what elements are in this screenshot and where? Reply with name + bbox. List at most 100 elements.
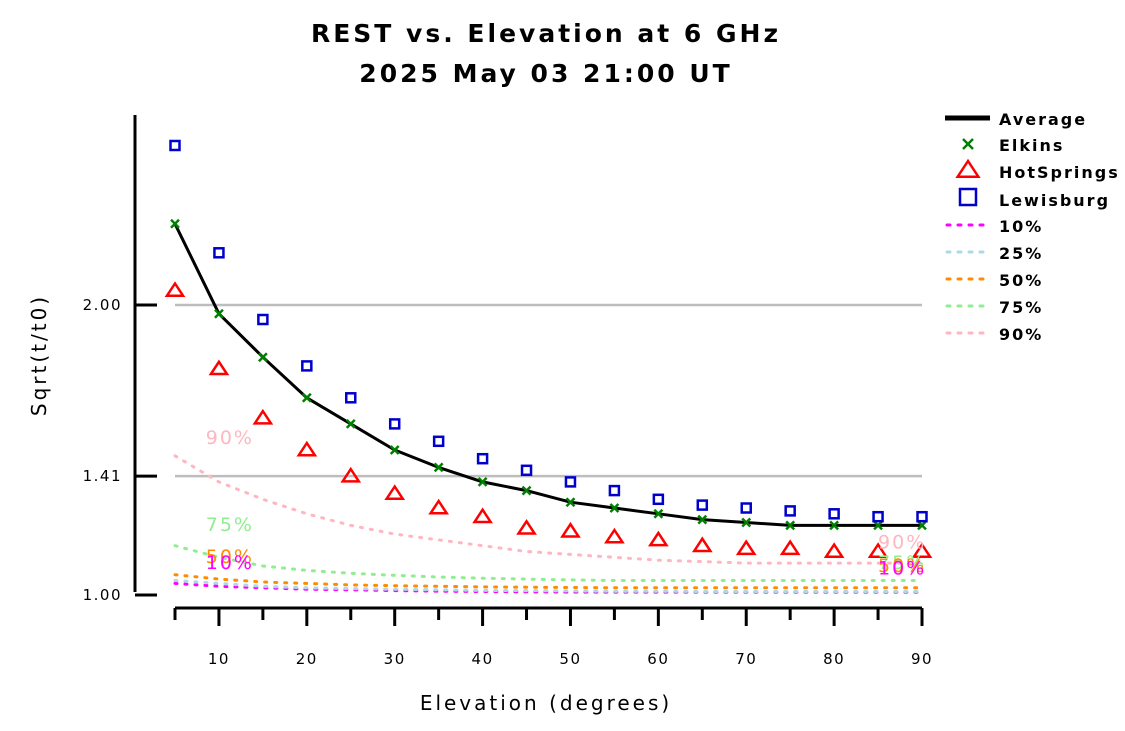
elkins-point xyxy=(170,218,180,229)
legend-label: Average xyxy=(999,110,1087,129)
hotsprings-point xyxy=(384,484,406,500)
hotsprings-point xyxy=(911,542,933,558)
elkins-point xyxy=(829,520,840,531)
gridlines xyxy=(175,303,922,478)
elkins-point xyxy=(521,485,532,496)
lewisburg-point xyxy=(257,313,269,326)
legend-item: Elkins xyxy=(962,136,1062,155)
lewisburg-point xyxy=(301,360,313,372)
legend-item: 50% xyxy=(945,271,1043,290)
lewisburg-point xyxy=(169,139,181,152)
hotsprings-point xyxy=(867,542,889,558)
percentile-line-25pct xyxy=(173,579,924,593)
x-tick-label: 50 xyxy=(559,650,581,668)
hotsprings-point xyxy=(691,536,713,553)
lewisburg-point xyxy=(740,502,752,514)
legend-item: 10% xyxy=(945,217,1043,236)
legend-label: 50% xyxy=(999,271,1043,290)
legend-item: 75% xyxy=(945,298,1043,317)
elkins-point xyxy=(697,514,708,525)
legend-item: 25% xyxy=(945,244,1043,263)
legend-item: Lewisburg xyxy=(958,187,1110,210)
x-tick-label: 10 xyxy=(208,650,230,668)
legend-swatch xyxy=(955,158,981,178)
hotsprings-point xyxy=(164,281,186,297)
chart-title: REST vs. Elevation at 6 GHz xyxy=(311,19,781,48)
percentile-line-50pct xyxy=(173,573,924,590)
lewisburg-point xyxy=(652,493,665,506)
lewisburg-point xyxy=(828,508,840,520)
lewisburg-point xyxy=(784,505,796,517)
series-line-average xyxy=(173,223,922,527)
lewisburg-point xyxy=(872,510,884,523)
legend-swatch xyxy=(958,187,978,207)
annotation-10pct: 10% xyxy=(206,552,254,574)
lewisburg-point xyxy=(608,484,621,497)
percentile-line-90pct xyxy=(173,454,924,565)
legend-label: 75% xyxy=(999,298,1043,317)
legend: Average Elkins HotSprings Lewisburg 10% 25% 50… xyxy=(945,110,1120,344)
elkins-point xyxy=(609,503,620,513)
x-tick-label: 40 xyxy=(472,650,494,668)
lewisburg-point xyxy=(476,452,489,465)
x-tick-label: 30 xyxy=(384,650,406,668)
y-axis-label: Sqrt(t/t0) xyxy=(27,294,51,416)
x-axis-ticks: 10 20 30 40 50 60 70 80 90 xyxy=(173,608,932,668)
lewisburg-point xyxy=(432,435,445,448)
elkins-point xyxy=(433,462,444,473)
legend-label: 25% xyxy=(999,244,1043,263)
y-tick-label: 2.00 xyxy=(83,296,122,314)
hotsprings-point xyxy=(604,527,625,544)
hotsprings-point xyxy=(823,542,845,558)
elkins-point xyxy=(565,497,576,508)
lewisburg-point xyxy=(213,247,225,259)
y-axis-ticks: 1.00 1.41 2.00 xyxy=(83,296,157,604)
lewisburg-point xyxy=(345,392,357,404)
hotsprings-point xyxy=(472,507,493,524)
hotsprings-point xyxy=(208,359,230,376)
x-tick-label: 80 xyxy=(823,650,845,668)
hotsprings-point xyxy=(340,466,362,483)
hotsprings-point xyxy=(252,408,274,425)
y-tick-label: 1.00 xyxy=(83,586,122,604)
elkins-point xyxy=(741,517,752,528)
x-tick-label: 70 xyxy=(735,650,757,668)
elkins-point xyxy=(785,520,796,531)
annotation-90pct: 90% xyxy=(878,532,926,554)
legend-item: 90% xyxy=(945,325,1043,344)
hotsprings-point xyxy=(735,539,757,556)
annotation-75pct: 75% xyxy=(206,514,254,536)
x-tick-label: 60 xyxy=(647,650,669,668)
legend-label: 90% xyxy=(999,325,1043,344)
elkins-point xyxy=(257,352,268,363)
legend-item: HotSprings xyxy=(955,158,1120,182)
elkins-point xyxy=(301,392,312,403)
elkins-point xyxy=(477,477,488,487)
elkins-point xyxy=(214,308,224,319)
legend-item: Average xyxy=(945,110,1087,129)
percentile-lines xyxy=(173,454,924,594)
elkins-point xyxy=(345,419,356,429)
annotation-50pct: 50% xyxy=(206,546,254,568)
lewisburg-point xyxy=(388,418,401,430)
y-tick-label: 1.41 xyxy=(83,467,122,485)
lewisburg-point xyxy=(564,476,577,488)
annotation-90pct: 90% xyxy=(206,427,254,449)
lewisburg-point xyxy=(520,464,533,477)
lewisburg-point xyxy=(696,499,709,511)
annotation-75pct: 75% xyxy=(878,552,926,574)
hotsprings-point xyxy=(647,530,669,547)
annotation-50pct: 50% xyxy=(878,555,926,577)
legend-swatch xyxy=(962,138,974,150)
hotsprings-point xyxy=(560,521,581,538)
percentile-annotations: 90%75%50%10%90%75%50%10% xyxy=(206,427,926,580)
legend-label: HotSprings xyxy=(999,163,1120,182)
elkins-point xyxy=(653,508,664,519)
legend-label: 10% xyxy=(999,217,1043,236)
elkins-point xyxy=(917,520,927,531)
x-axis-label: Elevation (degrees) xyxy=(420,691,672,715)
legend-label: Lewisburg xyxy=(999,191,1110,210)
annotation-10pct: 10% xyxy=(878,558,926,580)
hotsprings-point xyxy=(428,498,450,515)
